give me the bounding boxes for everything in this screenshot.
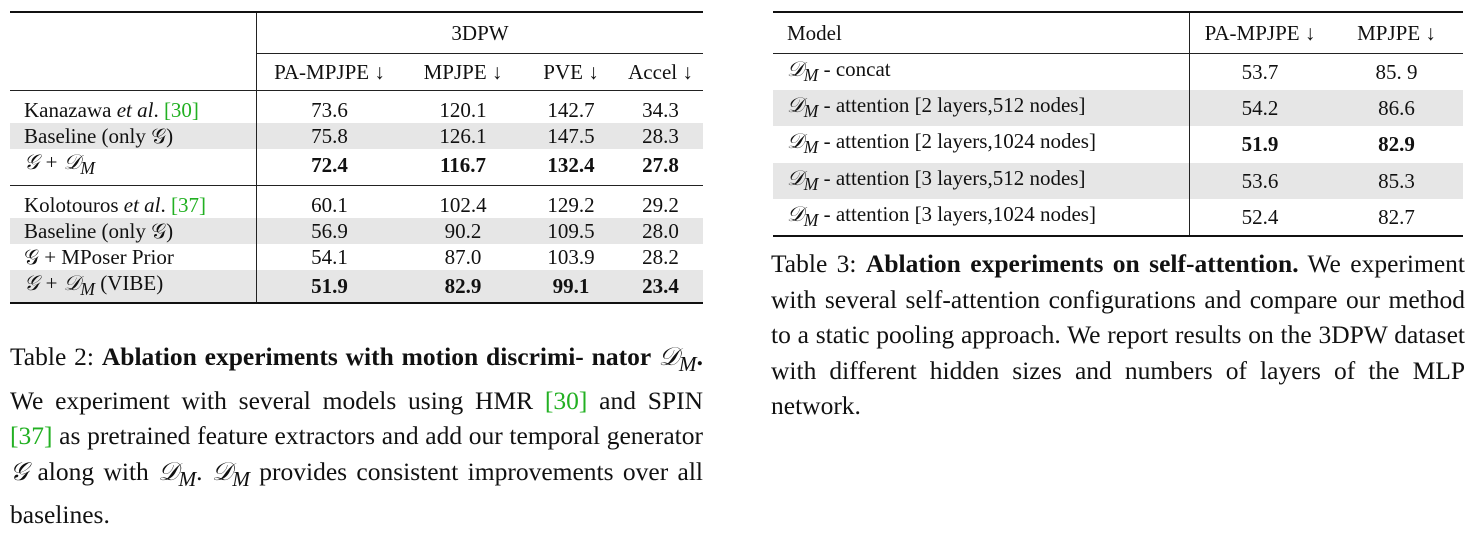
row-label: 𝒟M - attention [2 layers,512 nodes] [773, 90, 1190, 127]
table3-col-header: MPJPE ↓ [1330, 11, 1463, 54]
table-cell: 85.3 [1330, 162, 1463, 199]
table-row: 𝒢 + 𝒟M (VIBE) 51.9 82.9 99.1 23.4 [10, 270, 703, 305]
table-cell: 53.7 [1241, 60, 1279, 85]
table-cell: 120.1 [402, 90, 524, 123]
table2-dataset-header: 3DPW [256, 11, 703, 54]
row-label: 𝒟M - attention [3 layers,1024 nodes] [773, 198, 1190, 237]
table-cell: 51.9 [256, 270, 402, 305]
row-label: Kanazawa et al. [30] [10, 90, 257, 123]
row-label: 𝒢 + 𝒟M [10, 149, 257, 186]
table-cell: 99.1 [524, 270, 618, 305]
table-cell: 82.9 [402, 270, 524, 305]
row-label: 𝒢 + 𝒟M (VIBE) [10, 270, 257, 305]
table-row: 𝒢 + MPoser Prior 54.1 87.0 103.9 28.2 [10, 244, 703, 271]
row-label: Baseline (only 𝒢) [10, 123, 257, 149]
row-label: Baseline (only 𝒢) [10, 218, 257, 245]
row-label: 𝒟M - attention [3 layers,512 nodes] [773, 162, 1190, 199]
table2-corner-cell [10, 11, 257, 54]
table-cell: 72.4 [311, 153, 348, 178]
table3-col-header: Model [773, 11, 1190, 54]
table-cell: 132.4 [547, 153, 595, 178]
table-cell: 90.2 [402, 218, 524, 245]
table2-header-row-dataset: 3DPW [10, 11, 703, 54]
table-row: 𝒟M - attention [3 layers,1024 nodes] 52.… [773, 198, 1463, 237]
table-cell: 86.6 [1330, 90, 1463, 127]
table-cell: 129.2 [524, 185, 618, 219]
caption-title: Ablation experiments on self-attention. [865, 249, 1299, 278]
table-cell: 54.1 [311, 245, 348, 270]
table-cell: 82.7 [1330, 198, 1463, 237]
table2-header-row-metrics: PA-MPJPE ↓ MPJPE ↓ PVE ↓ Accel ↓ [10, 53, 703, 91]
table-cell: 73.6 [256, 90, 402, 123]
row-label: 𝒟M - concat [773, 53, 1190, 91]
table3-col-header: PA-MPJPE ↓ [1189, 11, 1330, 54]
table-row: 𝒟M - concat 53.7 85. 9 [773, 53, 1463, 91]
table-3: Model PA-MPJPE ↓ MPJPE ↓ 𝒟M - concat 53.… [773, 11, 1463, 237]
table2-col-header: PA-MPJPE ↓ [256, 53, 402, 91]
caption-lead: Table 3: [771, 249, 866, 278]
citation-link[interactable]: [37] [171, 193, 206, 218]
table-cell: 52.4 [1189, 198, 1330, 237]
table-cell: 102.4 [402, 185, 524, 219]
table-row: Kolotouros et al. [37] 60.1 102.4 129.2 … [10, 185, 703, 219]
table-cell: 53.6 [1189, 162, 1330, 199]
table-row: Kanazawa et al. [30] 73.6 120.1 142.7 34… [10, 90, 703, 123]
table-row: Baseline (only 𝒢) 75.8 126.1 147.5 28.3 [10, 123, 703, 149]
table3-header-row: Model PA-MPJPE ↓ MPJPE ↓ [773, 11, 1463, 54]
table-cell: 82.9 [1378, 132, 1415, 157]
table-cell: 109.5 [524, 218, 618, 245]
table-cell: 116.7 [439, 153, 487, 178]
table-cell: 87.0 [444, 245, 482, 270]
table-cell: 147.5 [524, 123, 618, 149]
table2-col-header: PVE ↓ [524, 53, 618, 91]
table-cell: 51.9 [1241, 132, 1279, 157]
table-row: 𝒟M - attention [2 layers,1024 nodes] 51.… [773, 126, 1463, 163]
table-cell: 142.7 [524, 90, 618, 123]
table-cell: 29.2 [618, 185, 703, 219]
table-cell: 28.2 [642, 245, 679, 270]
table2-caption: Table 2: Ablation experiments with motio… [10, 342, 703, 530]
table-2: 3DPW PA-MPJPE ↓ MPJPE ↓ PVE ↓ Accel ↓ Ka… [10, 11, 703, 305]
table-cell: 28.0 [618, 218, 703, 245]
caption-body: We experiment with several self-attentio… [771, 249, 1465, 420]
row-label: 𝒟M - attention [2 layers,1024 nodes] [773, 126, 1190, 163]
table-cell: 28.3 [618, 123, 703, 149]
caption-title: Ablation experiments with motion discrim… [101, 342, 659, 371]
table-cell: 34.3 [618, 90, 703, 123]
table-row: 𝒟M - attention [2 layers,512 nodes] 54.2… [773, 90, 1463, 127]
table-cell: 54.2 [1189, 90, 1330, 127]
table3-caption: Table 3: Ablation experiments on self-at… [771, 246, 1465, 424]
citation-link[interactable]: [30] [163, 98, 199, 122]
row-label: 𝒢 + MPoser Prior [10, 244, 257, 271]
row-label: Kolotouros et al. [37] [10, 185, 257, 219]
table-cell: 126.1 [402, 123, 524, 149]
table-cell: 60.1 [256, 185, 402, 219]
citation-link[interactable]: [30] [544, 385, 588, 415]
table2-col-header: MPJPE ↓ [402, 53, 524, 91]
table-row: 𝒟M - attention [3 layers,512 nodes] 53.6… [773, 162, 1463, 199]
citation-link[interactable]: [37] [10, 421, 53, 451]
table-row: Baseline (only 𝒢) 56.9 90.2 109.5 28.0 [10, 218, 703, 245]
table-cell: 27.8 [642, 153, 679, 178]
table2-col-header: Accel ↓ [618, 53, 703, 91]
caption-lead: Table 2: [10, 342, 102, 371]
table2-header-spacer [10, 53, 257, 91]
table-cell: 75.8 [256, 123, 402, 149]
table-cell: 103.9 [547, 245, 595, 270]
table-cell: 56.9 [256, 218, 402, 245]
table-cell: 23.4 [618, 270, 703, 305]
table-cell: 85. 9 [1375, 60, 1418, 85]
table-row: 𝒢 + 𝒟M 72.4 116.7 132.4 27.8 [10, 149, 703, 186]
